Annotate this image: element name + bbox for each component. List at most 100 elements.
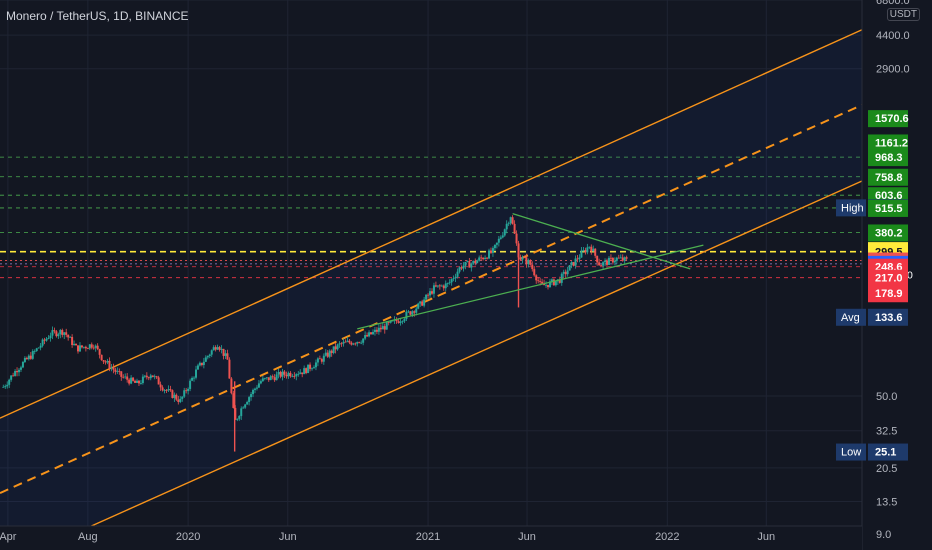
candle-body <box>409 311 412 315</box>
candle-body <box>232 393 235 408</box>
candle-body <box>285 374 288 377</box>
candle-body <box>281 371 284 377</box>
price-label-res: 380.2 <box>868 224 908 242</box>
candle <box>236 418 239 422</box>
candle <box>350 341 353 346</box>
price-label-res: 968.3 <box>868 149 908 167</box>
currency-button[interactable]: USDT <box>886 8 920 21</box>
price-label-res: 1161.2 <box>868 134 908 152</box>
candle-body <box>558 279 561 283</box>
price-tag-text: Low <box>841 447 861 459</box>
candle <box>484 255 487 260</box>
candle <box>334 343 337 354</box>
candle-body <box>580 250 583 258</box>
candle <box>570 261 573 269</box>
candle-body <box>287 372 290 377</box>
candle <box>362 338 365 346</box>
candle <box>29 352 32 360</box>
candle-body <box>67 334 70 338</box>
candle <box>265 377 268 380</box>
candle <box>69 335 72 338</box>
candle-body <box>289 372 292 377</box>
candle <box>271 374 274 380</box>
candle-body <box>248 397 251 402</box>
candle <box>27 354 30 361</box>
candle-body <box>564 271 567 275</box>
time-axis[interactable]: Apr Aug 2020 Jun 2021 Jun 2022 Jun <box>0 525 862 550</box>
candle <box>606 258 609 269</box>
candle-body <box>344 341 347 343</box>
candle <box>173 392 176 402</box>
candle <box>379 324 382 333</box>
candle-body <box>16 371 19 373</box>
candle <box>368 330 371 338</box>
price-label-text: 758.8 <box>875 172 903 184</box>
candle-body <box>411 311 414 315</box>
candle <box>326 349 329 358</box>
candle <box>407 310 410 314</box>
price-tick-label: 6800.0 <box>876 0 910 7</box>
candle-body <box>539 280 542 282</box>
candle-body <box>513 223 516 234</box>
candle <box>582 247 585 252</box>
candle <box>137 380 140 387</box>
candle <box>242 406 245 409</box>
candle-body <box>104 361 107 363</box>
candle-body <box>43 339 46 341</box>
candle <box>273 374 276 382</box>
candle-body <box>456 271 459 277</box>
price-label-res: 1570.6 <box>868 110 909 128</box>
candle-body <box>226 353 229 360</box>
candle-body <box>362 338 365 343</box>
candle-body <box>122 376 125 378</box>
candle-body <box>39 345 42 348</box>
candle <box>423 296 426 308</box>
candle <box>14 369 17 377</box>
candle-body <box>273 377 276 381</box>
candle-body <box>342 341 345 344</box>
candle-body <box>206 356 209 358</box>
candle-body <box>120 371 123 377</box>
candle <box>596 255 599 266</box>
candle <box>507 221 510 227</box>
candle-body <box>464 261 467 266</box>
candle <box>277 368 280 379</box>
candle-body <box>373 329 376 333</box>
candle <box>594 248 597 259</box>
candle-body <box>14 371 17 376</box>
price-label-box <box>868 110 908 128</box>
candle-body <box>611 257 614 263</box>
candle <box>118 368 121 375</box>
candle-body <box>189 380 192 389</box>
candle-body <box>151 375 154 378</box>
candle-body <box>619 257 622 259</box>
candle <box>2 384 5 388</box>
candle <box>371 329 374 336</box>
candle <box>425 294 428 301</box>
price-label-low: 25.1 Low <box>836 443 908 461</box>
candle <box>373 326 376 336</box>
candle <box>222 348 225 360</box>
candle <box>499 235 502 240</box>
channel-fill <box>0 29 862 550</box>
triangle-top-line <box>512 213 691 270</box>
candle-body <box>582 249 585 251</box>
candle-body <box>73 343 76 345</box>
candle-body <box>265 377 268 379</box>
candle-body <box>525 257 528 265</box>
price-label-text: 25.1 <box>875 447 896 459</box>
candle <box>84 345 87 352</box>
candle-body <box>55 331 58 337</box>
candle-body <box>566 270 569 275</box>
candle-body <box>90 344 93 348</box>
candle-body <box>108 360 111 369</box>
candle <box>342 338 345 347</box>
candle <box>196 363 199 370</box>
candle <box>269 374 272 381</box>
candle-body <box>338 343 341 345</box>
candle-body <box>432 285 435 294</box>
candle-body <box>470 263 473 268</box>
candle <box>320 357 323 364</box>
candle-body <box>84 346 87 349</box>
